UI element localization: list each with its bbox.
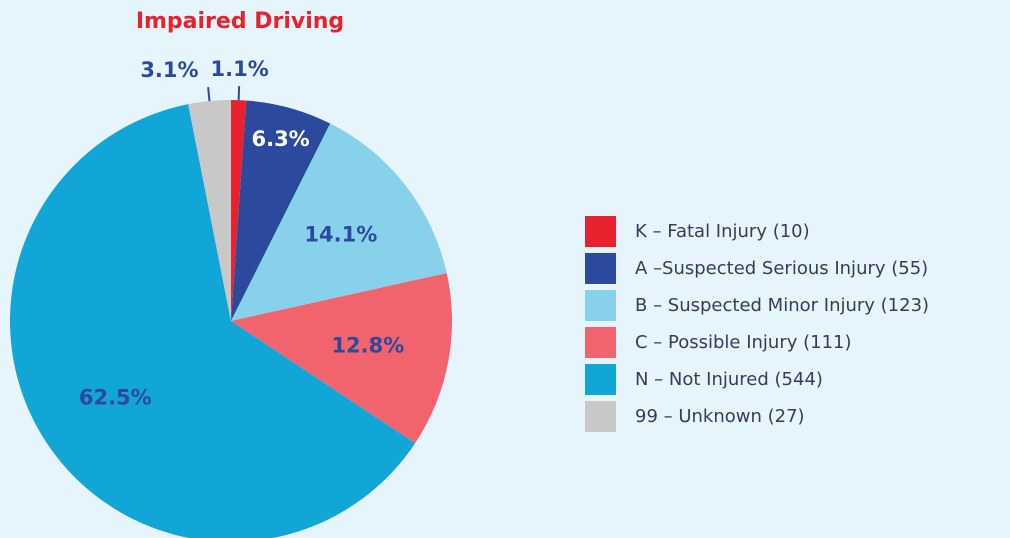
data-label: 12.8%	[331, 333, 404, 357]
legend-swatch	[585, 290, 616, 321]
data-label: 62.5%	[79, 385, 152, 409]
data-label: 14.1%	[304, 222, 377, 246]
legend-swatch	[585, 327, 616, 358]
chart-title: Impaired Driving	[136, 9, 344, 34]
pie-slice	[188, 100, 231, 321]
legend-label: A –Suspected Serious Injury (55)	[635, 258, 928, 279]
legend-swatch	[585, 216, 616, 247]
data-label: 1.1%	[211, 57, 269, 81]
legend-label: 99 – Unknown (27)	[635, 406, 805, 427]
legend-label: B – Suspected Minor Injury (123)	[635, 295, 929, 316]
pie-slice	[231, 273, 452, 444]
pie-slice	[231, 100, 247, 321]
pie-slice	[231, 100, 331, 322]
data-label: 3.1%	[140, 58, 198, 82]
pie-slice	[10, 104, 416, 538]
legend-label: K – Fatal Injury (10)	[635, 221, 810, 242]
data-label: 6.3%	[251, 127, 309, 151]
legend-swatch	[585, 401, 616, 432]
leader-line	[207, 87, 211, 102]
legend-label: N – Not Injured (544)	[635, 369, 823, 390]
legend-swatch	[585, 364, 616, 395]
pie-slice	[231, 123, 447, 321]
legend-label: C – Possible Injury (111)	[635, 332, 852, 353]
legend-swatch	[585, 253, 616, 284]
